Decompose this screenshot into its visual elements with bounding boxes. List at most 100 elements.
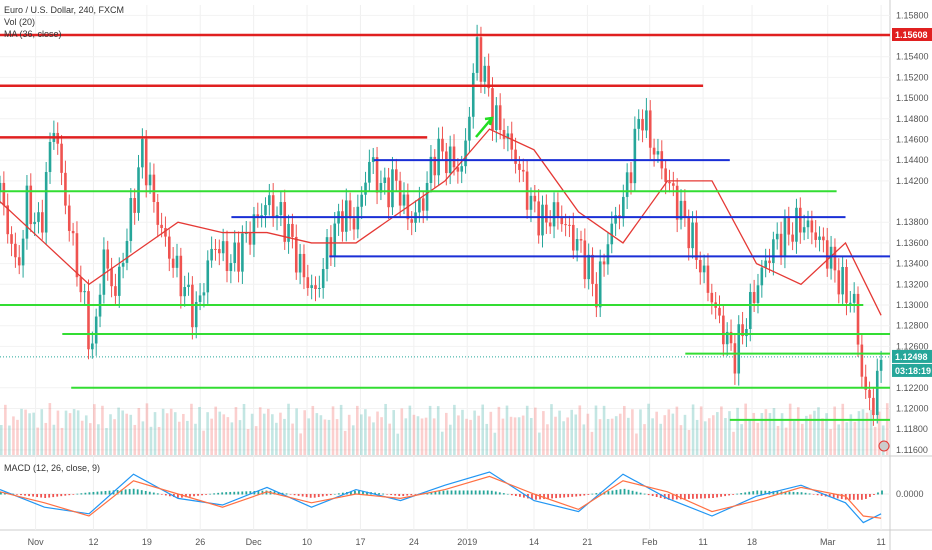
- candle-body: [479, 37, 483, 82]
- macd-histogram-bar: [257, 490, 260, 495]
- ma-line: [0, 128, 882, 316]
- macd-histogram-bar: [398, 494, 401, 496]
- macd-histogram-bar: [700, 494, 702, 499]
- candle-body: [691, 222, 694, 249]
- candle-body: [683, 200, 687, 218]
- macd-histogram-bar: [748, 491, 751, 495]
- volume-bar: [606, 418, 610, 455]
- volume-bar: [687, 429, 691, 455]
- macd-histogram-bar: [679, 494, 682, 500]
- macd-histogram-bar: [535, 494, 537, 500]
- macd-histogram-bar: [752, 491, 755, 495]
- candle-body: [679, 200, 683, 220]
- candle-body: [364, 182, 367, 195]
- macd-histogram-bar: [378, 493, 380, 495]
- volume-bar: [222, 414, 226, 455]
- candle-body: [125, 240, 129, 263]
- candle-body: [310, 285, 313, 289]
- candle-body: [571, 224, 575, 251]
- volume-bar: [728, 411, 731, 455]
- volume-bar: [194, 423, 197, 455]
- macd-histogram-bar: [241, 491, 244, 495]
- candle-body: [17, 257, 21, 266]
- macd-histogram-bar: [788, 491, 791, 495]
- candle-body: [452, 146, 456, 168]
- candle-body: [533, 195, 537, 202]
- candle-body: [748, 292, 752, 330]
- candle-body: [41, 212, 44, 233]
- candle-body: [502, 129, 506, 139]
- macd-histogram-bar: [498, 492, 501, 495]
- candle-body: [302, 253, 306, 278]
- candle-body: [860, 344, 864, 377]
- candle-body: [610, 223, 614, 245]
- volume-bar: [198, 406, 201, 455]
- volume-bar: [671, 413, 675, 455]
- candle-body: [564, 224, 567, 226]
- candle-body: [348, 200, 352, 219]
- macd-histogram-bar: [177, 494, 179, 498]
- legend-volume: Vol (20): [4, 17, 36, 27]
- volume-bar: [521, 415, 525, 455]
- volume-bar: [242, 403, 246, 455]
- volume-bar: [788, 403, 792, 455]
- volume-bar: [695, 419, 699, 455]
- volume-bar: [307, 418, 311, 455]
- macd-histogram-bar: [394, 494, 397, 496]
- macd-histogram-bar: [140, 490, 143, 495]
- candle-body: [371, 157, 375, 162]
- macd-histogram-bar: [317, 494, 320, 498]
- volume-bar: [768, 413, 772, 455]
- candle-body: [456, 167, 460, 172]
- volume-bar: [64, 410, 68, 455]
- candle-body: [10, 234, 13, 244]
- volume-bar: [89, 423, 92, 455]
- macd-histogram-bar: [72, 494, 75, 495]
- volume-bar: [440, 431, 444, 455]
- candle-body: [429, 156, 433, 183]
- macd-histogram-bar: [860, 494, 863, 500]
- x-tick-label: 2019: [457, 537, 477, 547]
- macd-histogram-bar: [289, 494, 292, 495]
- volume-bar: [457, 415, 460, 455]
- volume-bar: [542, 411, 545, 455]
- current-price-tag: [892, 349, 932, 363]
- candle-body: [0, 182, 2, 192]
- candle-body: [264, 205, 267, 216]
- volume-bar: [230, 422, 234, 455]
- macd-histogram-bar: [740, 493, 743, 495]
- macd-histogram-bar: [434, 491, 437, 495]
- macd-histogram-bar: [430, 492, 433, 495]
- volume-bar: [436, 406, 440, 455]
- candle-body: [383, 177, 387, 183]
- volume-bar: [360, 414, 363, 455]
- macd-histogram-bar: [474, 490, 477, 495]
- volume-bar: [853, 421, 857, 455]
- macd-histogram-bar: [450, 490, 453, 495]
- candle-body: [464, 140, 467, 167]
- macd-histogram-bar: [651, 494, 654, 497]
- volume-bar: [60, 427, 64, 455]
- macd-histogram-bar: [32, 494, 34, 497]
- macd-histogram-bar: [848, 494, 851, 500]
- countdown-label: 03:18:19: [895, 366, 931, 376]
- candle-body: [233, 242, 237, 263]
- candle-body: [114, 286, 117, 296]
- volume-bar: [8, 425, 11, 455]
- candle-body: [625, 172, 629, 197]
- candle-body: [60, 143, 63, 173]
- candle-body: [291, 223, 294, 237]
- volume-bar: [493, 432, 497, 455]
- y-tick-label: 1.12200: [896, 383, 929, 393]
- macd-histogram-bar: [148, 491, 151, 495]
- candle-body: [141, 138, 144, 168]
- volume-bar: [424, 417, 428, 455]
- macd-histogram-bar: [152, 492, 155, 495]
- volume-bar: [52, 424, 56, 455]
- macd-histogram-bar: [48, 494, 51, 498]
- candle-body: [194, 302, 198, 328]
- volume-bar: [574, 414, 578, 455]
- macd-histogram-bar: [128, 489, 131, 495]
- candle-body: [768, 260, 771, 264]
